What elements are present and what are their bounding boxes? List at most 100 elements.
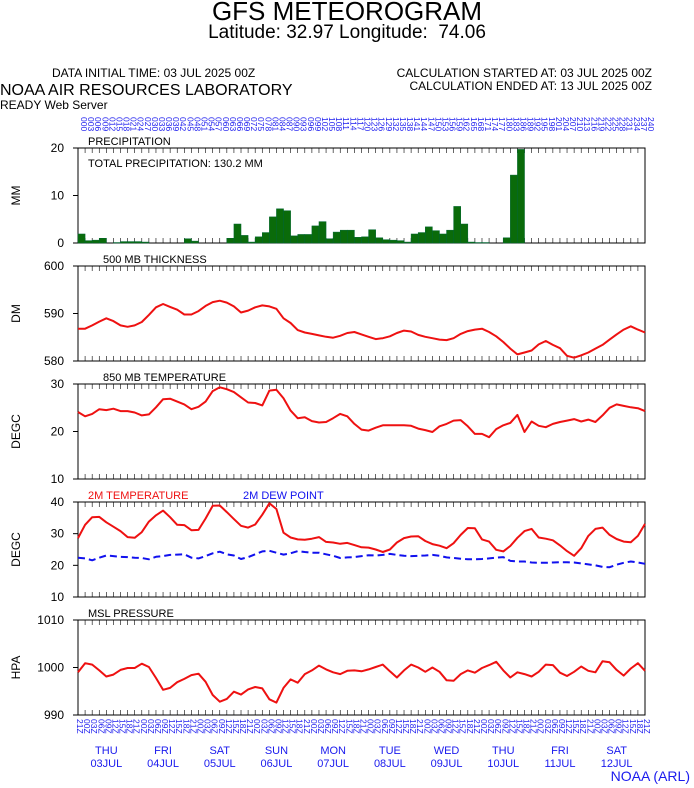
precip-bar [417, 232, 426, 244]
day-of-week-label: SAT [606, 745, 627, 757]
panel-title: MSL PRESSURE [88, 608, 174, 620]
top-hour-label: 018 [122, 117, 132, 131]
bottom-hour-label: 00Z [252, 719, 262, 734]
precip-bar [460, 223, 469, 244]
top-hour-label: 198 [547, 117, 557, 131]
bottom-hour-label: 15Z [288, 719, 298, 734]
bottom-hour-label: 00Z [82, 719, 92, 734]
top-hour-label: 048 [192, 117, 202, 131]
top-hour-label: 213 [582, 117, 592, 131]
bottom-hour-label: 00Z [366, 719, 376, 734]
bottom-hour-label: 12Z [110, 719, 120, 734]
precip-bar [503, 237, 511, 244]
top-hour-label: 003 [86, 117, 96, 131]
bottom-hour-label: 18Z [125, 719, 135, 734]
top-hour-label: 066 [235, 117, 245, 131]
y-tick-label: 20 [51, 141, 65, 155]
top-hour-label: 084 [277, 117, 287, 131]
panel-5: 990 1000 1010 HPA MSL PRESSURE [9, 608, 646, 722]
day-labels: THU03JULFRI04JULSAT05JULSUN06JULMON07JUL… [90, 745, 632, 770]
bottom-hour-label: 00Z [195, 719, 205, 734]
bottom-hour-label: 18Z [295, 719, 305, 734]
top-hour-label: 117 [355, 117, 365, 131]
top-hour-label: 081 [270, 117, 280, 131]
precip-bar [226, 238, 235, 244]
y-axis-label: DEGC [9, 414, 23, 449]
bottom-hour-axis: 21Z00Z03Z06Z09Z12Z15Z18Z21Z00Z03Z06Z09Z1… [75, 719, 652, 734]
day-date-label: 04JUL [147, 758, 179, 770]
main-title: GFS METEOROGRAM [211, 0, 483, 26]
bottom-hour-label: 00Z [309, 719, 319, 734]
precip-bar [318, 221, 327, 244]
bottom-hour-label: 15Z [628, 719, 638, 734]
bottom-hour-label: 00Z [536, 719, 546, 734]
top-hour-label: 078 [263, 117, 273, 131]
y-tick-label: 590 [44, 307, 64, 321]
bottom-hour-label: 09Z [103, 719, 113, 734]
top-hour-label: 165 [469, 117, 479, 131]
y-tick-label: 30 [51, 527, 65, 541]
precip-bar [389, 239, 398, 244]
y-axis-label: HPA [9, 656, 23, 680]
day-date-label: 11JUL [544, 758, 575, 770]
legend-2m-dew-point: 2M DEW POINT [243, 490, 324, 502]
day-of-week-label: THU [95, 745, 118, 757]
top-hour-label: 144 [419, 117, 429, 131]
bottom-hour-label: 09Z [557, 719, 567, 734]
y-tick-label: 0 [57, 236, 64, 250]
bottom-hour-label: 06Z [96, 719, 106, 734]
bottom-hour-label: 18Z [181, 719, 191, 734]
bottom-hour-label: 09Z [330, 719, 340, 734]
bottom-hour-label: 03Z [146, 719, 156, 734]
bottom-hour-label: 12Z [337, 719, 347, 734]
precip-bar [432, 230, 440, 244]
top-hour-label: 222 [603, 117, 613, 131]
bottom-hour-label: 21Z [359, 719, 369, 734]
precip-bar [91, 239, 100, 244]
top-hour-label: 000 [79, 117, 89, 131]
top-hour-label: 057 [214, 117, 224, 131]
top-hour-label: 231 [625, 117, 635, 131]
top-hour-label: 027 [143, 117, 153, 131]
panel-2: 580 590 600 DM 500 MB THICKNESS [9, 254, 646, 368]
bottom-hour-label: 12Z [167, 719, 177, 734]
top-hour-label: 069 [242, 117, 252, 131]
top-hour-label: 207 [568, 117, 578, 131]
top-hour-label: 210 [575, 117, 585, 131]
bottom-hour-label: 12Z [507, 719, 517, 734]
bottom-hour-label: 18Z [465, 719, 475, 734]
top-hour-label: 030 [150, 117, 160, 131]
top-hour-label: 138 [405, 117, 415, 131]
precip-bar [262, 232, 270, 244]
top-hour-label: 093 [299, 117, 309, 131]
bottom-hour-label: 12Z [224, 719, 234, 734]
day-date-label: 03JUL [90, 758, 122, 770]
top-hour-label: 204 [561, 117, 571, 131]
bottom-hour-label: 09Z [387, 719, 397, 734]
top-hour-label: 033 [157, 117, 167, 131]
bottom-hour-label: 15Z [231, 719, 241, 734]
y-tick-label: 30 [51, 377, 65, 391]
top-hour-label: 111 [341, 117, 351, 130]
bottom-hour-label: 03Z [316, 719, 326, 734]
day-date-label: 12JUL [601, 758, 633, 770]
precip-bar [325, 238, 334, 244]
top-hour-label: 012 [107, 117, 117, 131]
top-hour-label: 096 [306, 117, 316, 131]
bottom-hour-label: 18Z [408, 719, 418, 734]
top-hour-label: 009 [100, 117, 110, 131]
bottom-hour-label: 12Z [564, 719, 574, 734]
bottom-hour-label: 00Z [139, 719, 149, 734]
top-hour-label: 153 [440, 117, 450, 131]
top-hour-label: 075 [256, 117, 266, 131]
bottom-hour-label: 03Z [373, 719, 383, 734]
bottom-hour-label: 09Z [273, 719, 283, 734]
precip-bar [276, 208, 284, 244]
y-tick-label: 10 [51, 189, 65, 203]
top-hour-label: 189 [526, 117, 536, 131]
data-initial-time: DATA INITIAL TIME: 03 JUL 2025 00Z [52, 66, 256, 80]
top-hour-label: 087 [285, 117, 295, 131]
precip-bar [510, 174, 518, 244]
bottom-hour-label: 18Z [351, 719, 361, 734]
